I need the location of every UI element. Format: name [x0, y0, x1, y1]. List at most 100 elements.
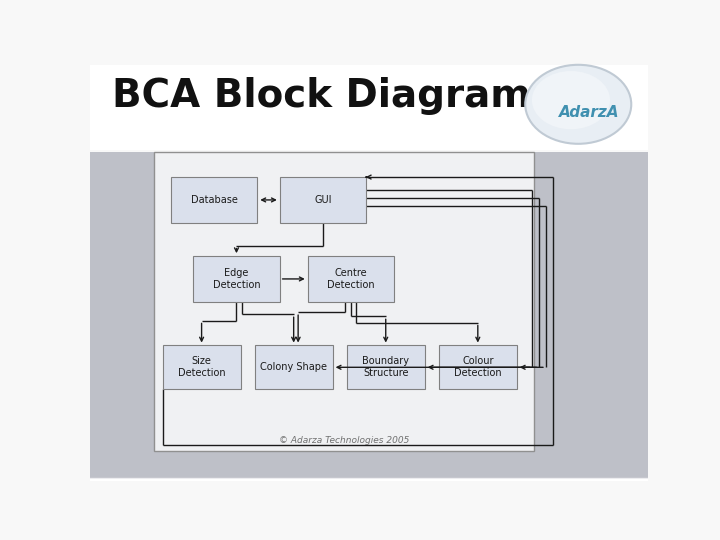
Bar [307, 256, 394, 302]
Bar [90, 418, 648, 478]
Bar [171, 177, 258, 223]
Bar [90, 211, 648, 477]
Bar [90, 328, 648, 478]
Bar [90, 170, 648, 477]
Bar [90, 413, 648, 478]
Bar [90, 392, 648, 478]
Bar [90, 363, 648, 478]
Bar [90, 303, 648, 478]
Bar [90, 439, 648, 479]
Bar [90, 409, 648, 478]
Bar [90, 219, 648, 478]
Bar [90, 428, 648, 478]
Bar [90, 411, 648, 478]
Bar [90, 408, 648, 478]
Bar [90, 191, 648, 477]
Bar [90, 206, 648, 477]
Bar [90, 479, 648, 481]
Bar [90, 378, 648, 478]
Bar [90, 461, 648, 479]
Bar [90, 310, 648, 478]
Bar [90, 258, 648, 478]
Bar [90, 383, 648, 478]
Bar [90, 178, 648, 477]
Bar [90, 186, 648, 477]
Bar [90, 213, 648, 477]
Text: Boundary
Structure: Boundary Structure [362, 356, 409, 378]
Bar [90, 307, 648, 478]
Bar [90, 282, 648, 478]
Bar [90, 180, 648, 477]
Bar [90, 208, 648, 477]
Bar [90, 421, 648, 478]
Bar [90, 163, 648, 477]
Bar [90, 218, 648, 478]
Bar [90, 225, 648, 478]
Bar [90, 269, 648, 478]
Bar [90, 345, 648, 478]
Bar [90, 183, 648, 477]
Bar [90, 325, 648, 478]
Bar [90, 155, 648, 477]
Bar [90, 343, 648, 478]
Bar [90, 362, 648, 478]
Bar [90, 390, 648, 478]
Bar [90, 228, 648, 478]
Bar [90, 375, 648, 478]
Bar [90, 264, 648, 478]
Bar [90, 230, 648, 478]
Bar [90, 449, 648, 479]
Bar [90, 356, 648, 478]
Bar [90, 387, 648, 478]
Bar [90, 451, 648, 479]
Bar [438, 346, 517, 389]
Bar [90, 353, 648, 478]
Bar [90, 289, 648, 478]
Bar [90, 388, 648, 478]
Bar [90, 239, 648, 478]
Bar [90, 457, 648, 479]
Bar [90, 198, 648, 477]
Bar [90, 322, 648, 478]
Bar [90, 434, 648, 479]
Bar [90, 415, 648, 478]
Bar [90, 476, 648, 479]
Bar [90, 259, 648, 478]
Bar [90, 262, 648, 478]
Bar [90, 168, 648, 477]
Text: GUI: GUI [314, 195, 332, 205]
Bar [90, 477, 648, 479]
Bar [90, 221, 648, 478]
Bar [90, 433, 648, 478]
Bar [90, 420, 648, 478]
Bar [90, 173, 648, 477]
Bar [90, 294, 648, 478]
Bar [90, 398, 648, 478]
Bar [347, 346, 425, 389]
Bar [90, 251, 648, 478]
Bar [90, 205, 648, 477]
Bar [90, 261, 648, 478]
Bar [90, 299, 648, 478]
Bar [90, 284, 648, 478]
Bar [90, 444, 648, 479]
Bar [90, 337, 648, 478]
Bar [90, 443, 648, 479]
Bar [90, 381, 648, 478]
Bar [90, 462, 648, 479]
Bar [90, 469, 648, 479]
Bar [90, 360, 648, 478]
Bar [90, 157, 648, 477]
Bar [90, 256, 648, 478]
Bar [90, 350, 648, 478]
Bar [90, 244, 648, 478]
Bar [163, 346, 240, 389]
Bar [255, 346, 333, 389]
Bar [90, 373, 648, 478]
Bar [90, 242, 648, 478]
Bar [90, 468, 648, 479]
Bar [90, 231, 648, 478]
Text: Colony Shape: Colony Shape [260, 362, 327, 372]
Bar [90, 380, 648, 478]
Bar [154, 152, 534, 451]
